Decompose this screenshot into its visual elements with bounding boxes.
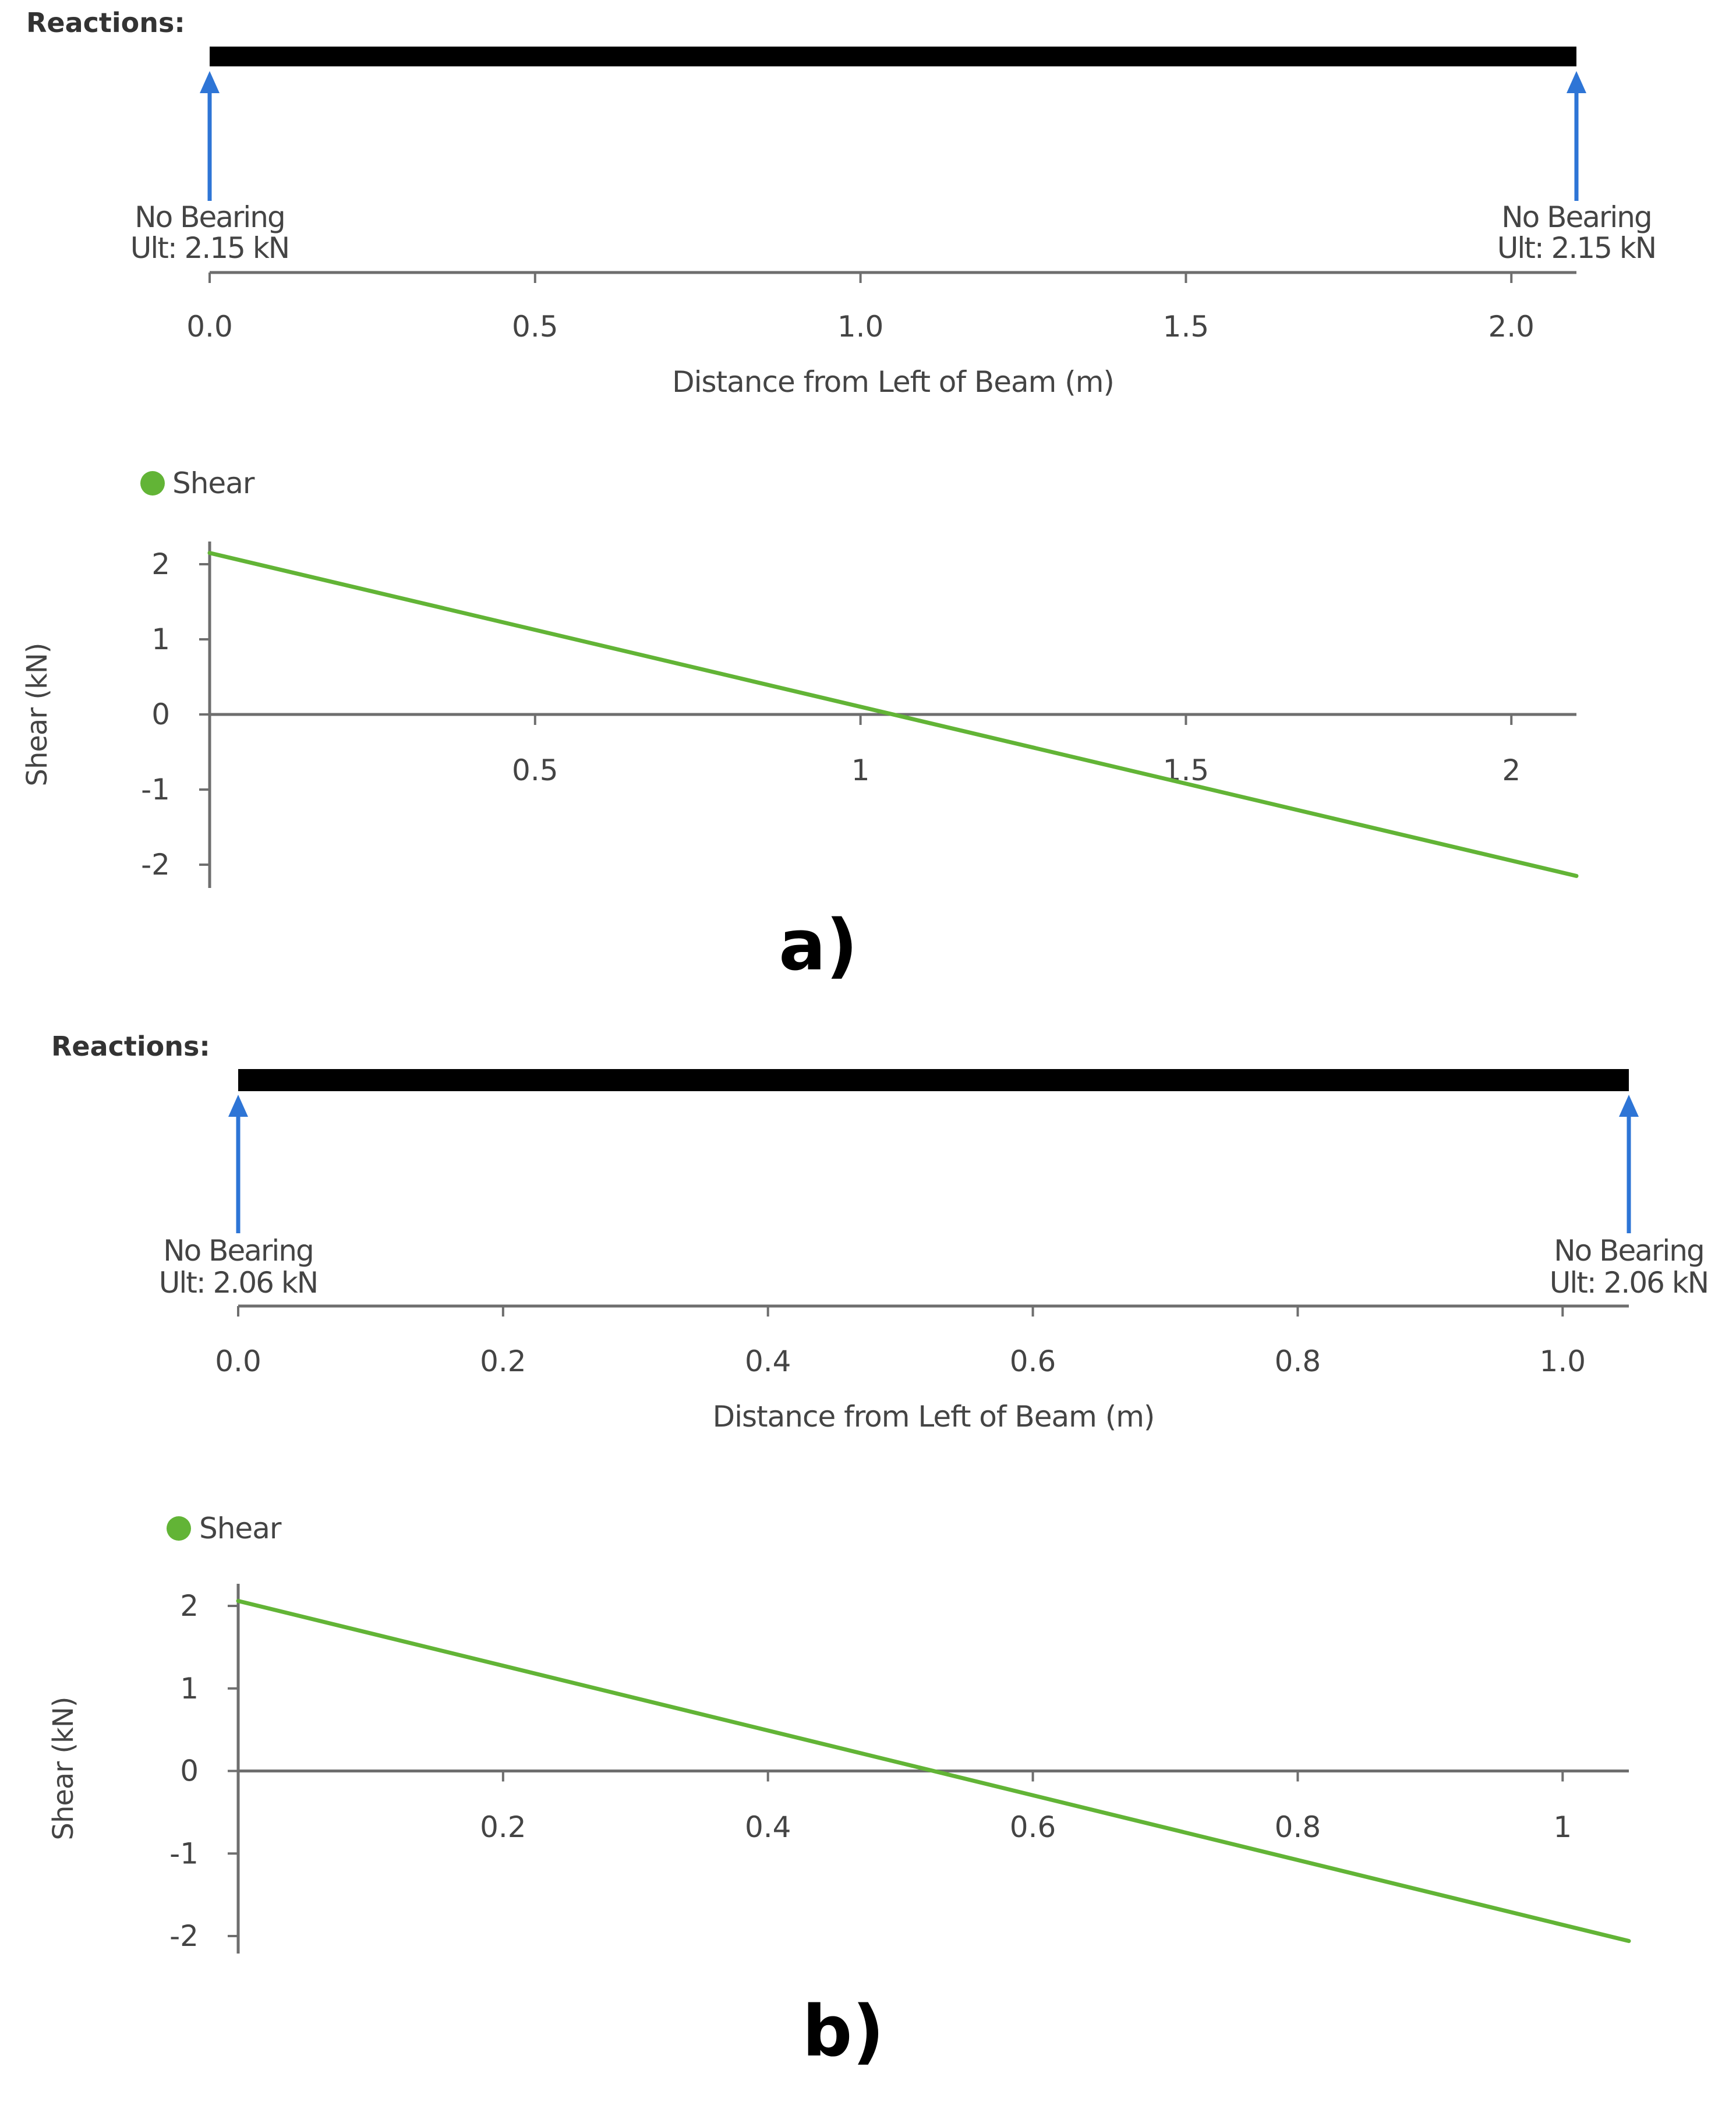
y-axis-title: Shear (kN)	[47, 1697, 80, 1841]
x-tick-label: 2	[1502, 753, 1521, 787]
series-line-shear	[207, 551, 1579, 878]
x-tick-label: 1.5	[1163, 310, 1210, 344]
legend-label: Shear	[172, 466, 255, 500]
reactions-title: Reactions:	[26, 7, 185, 38]
x-tick-label: 0.6	[1010, 1810, 1056, 1844]
support-label: No Bearing	[1501, 200, 1651, 234]
series-line-shear	[236, 1598, 1631, 1944]
support-label: No Bearing	[1554, 1234, 1703, 1268]
support-label: No Bearing	[163, 1234, 313, 1268]
y-tick-label: -1	[169, 1836, 199, 1870]
y-tick-label: -2	[169, 1919, 199, 1953]
y-tick-label: 0	[151, 698, 170, 731]
legend: Shear	[140, 466, 256, 500]
y-tick-label: 1	[180, 1672, 199, 1705]
x-axis-title: Distance from Left of Beam (m)	[672, 365, 1114, 399]
x-tick-label: 0.5	[512, 310, 558, 344]
x-tick-label: 0.4	[745, 1810, 791, 1844]
support-reaction-value: Ult: 2.15 kN	[1497, 231, 1656, 265]
x-tick-label: 0.5	[512, 753, 558, 787]
y-axis-title: Shear (kN)	[21, 643, 54, 787]
shear-chart: Shear 2 1 0 -1 -2 Shear (kN) 0.2 0.4 0.6 0.8 1	[47, 1512, 1631, 1954]
beam	[210, 47, 1576, 66]
support-reaction-value: Ult: 2.06 kN	[159, 1266, 317, 1300]
x-tick-label: 0.2	[480, 1810, 526, 1844]
x-tick-label: 0.8	[1275, 1810, 1321, 1844]
arrow-up-icon	[1619, 1095, 1639, 1117]
legend-label: Shear	[199, 1512, 282, 1545]
x-tick-label: 0.0	[186, 310, 233, 344]
reactions-title: Reactions:	[51, 1031, 210, 1062]
y-tick-label: 2	[151, 547, 170, 581]
y-tick-label: -2	[141, 848, 170, 882]
beam	[238, 1069, 1629, 1091]
x-tick-label: 0.2	[480, 1344, 526, 1378]
arrow-up-icon	[1567, 71, 1586, 93]
y-tick-label: 0	[180, 1754, 199, 1788]
arrow-up-icon	[228, 1095, 248, 1117]
x-tick-label: 0.6	[1010, 1344, 1056, 1378]
x-tick-label: 1	[851, 753, 870, 787]
y-tick-label: 2	[180, 1589, 199, 1623]
x-tick-label: 0.8	[1275, 1344, 1321, 1378]
y-tick-label: 1	[151, 622, 170, 656]
legend-marker	[167, 1516, 191, 1541]
legend: Shear	[167, 1512, 282, 1545]
x-tick-label: 1.0	[837, 310, 884, 344]
x-axis-title: Distance from Left of Beam (m)	[713, 1400, 1155, 1434]
panel-label: b)	[802, 1991, 885, 2072]
x-tick-label: 1.0	[1540, 1344, 1586, 1378]
panel-label: a)	[779, 905, 858, 986]
x-tick-label: 0.4	[745, 1344, 791, 1378]
x-tick-label: 1	[1553, 1810, 1572, 1844]
support-reaction-value: Ult: 2.15 kN	[130, 231, 289, 265]
support-reaction-value: Ult: 2.06 kN	[1550, 1266, 1708, 1300]
x-tick-label: 0.0	[215, 1344, 261, 1378]
y-tick-label: -1	[141, 773, 170, 806]
support-label: No Bearing	[135, 200, 284, 234]
legend-marker	[140, 471, 165, 496]
x-tick-label: 2.0	[1488, 310, 1535, 344]
arrow-up-icon	[200, 71, 220, 93]
